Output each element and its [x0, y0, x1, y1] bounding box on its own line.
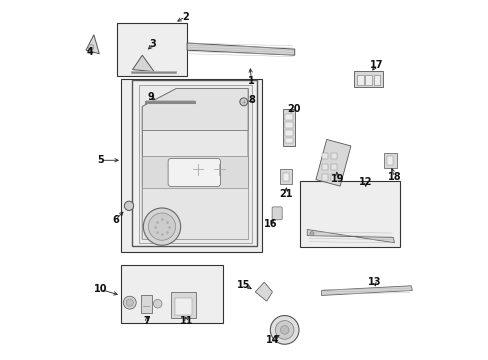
FancyBboxPatch shape	[171, 292, 196, 318]
FancyBboxPatch shape	[373, 75, 379, 85]
FancyBboxPatch shape	[330, 174, 336, 181]
Polygon shape	[306, 229, 394, 243]
FancyBboxPatch shape	[117, 23, 187, 76]
FancyBboxPatch shape	[121, 265, 223, 323]
Text: 10: 10	[93, 284, 107, 294]
Polygon shape	[142, 156, 247, 188]
Text: 16: 16	[263, 219, 277, 229]
FancyBboxPatch shape	[285, 114, 293, 120]
Text: 1: 1	[248, 76, 255, 86]
FancyBboxPatch shape	[283, 109, 295, 145]
Circle shape	[309, 231, 313, 236]
Circle shape	[124, 201, 133, 211]
Text: 4: 4	[86, 46, 93, 57]
Text: 12: 12	[358, 177, 372, 187]
Circle shape	[153, 300, 162, 308]
Text: 2: 2	[182, 12, 188, 22]
Polygon shape	[142, 89, 247, 239]
FancyBboxPatch shape	[285, 130, 293, 135]
Text: 7: 7	[143, 316, 150, 325]
Polygon shape	[86, 35, 99, 54]
Polygon shape	[131, 80, 257, 246]
Text: 20: 20	[286, 104, 300, 114]
Text: 5: 5	[97, 155, 103, 165]
FancyBboxPatch shape	[168, 158, 220, 186]
Text: 14: 14	[265, 334, 279, 345]
FancyBboxPatch shape	[174, 298, 191, 315]
Text: 8: 8	[248, 95, 255, 105]
Polygon shape	[315, 139, 350, 186]
FancyBboxPatch shape	[321, 163, 328, 170]
FancyBboxPatch shape	[321, 153, 328, 159]
FancyBboxPatch shape	[121, 79, 262, 252]
Circle shape	[123, 296, 136, 309]
Text: 15: 15	[237, 280, 250, 290]
Circle shape	[280, 325, 288, 334]
Circle shape	[239, 98, 247, 106]
Polygon shape	[142, 188, 247, 239]
Text: 13: 13	[367, 277, 380, 287]
Text: 19: 19	[330, 174, 344, 184]
Text: 11: 11	[179, 316, 193, 325]
FancyBboxPatch shape	[353, 71, 382, 87]
FancyBboxPatch shape	[282, 173, 288, 181]
FancyBboxPatch shape	[356, 75, 363, 85]
Text: 17: 17	[369, 59, 383, 69]
FancyBboxPatch shape	[365, 75, 371, 85]
Circle shape	[148, 213, 175, 240]
Circle shape	[88, 44, 94, 50]
FancyBboxPatch shape	[140, 295, 152, 313]
Polygon shape	[132, 55, 154, 72]
Text: 6: 6	[112, 215, 119, 225]
Polygon shape	[142, 89, 247, 131]
FancyBboxPatch shape	[330, 163, 336, 170]
Text: 18: 18	[387, 172, 400, 182]
Circle shape	[126, 299, 133, 306]
FancyBboxPatch shape	[386, 156, 392, 165]
Polygon shape	[139, 85, 251, 243]
FancyBboxPatch shape	[285, 138, 293, 143]
Circle shape	[270, 316, 298, 344]
FancyBboxPatch shape	[321, 174, 328, 181]
Circle shape	[143, 208, 180, 245]
FancyBboxPatch shape	[300, 181, 399, 247]
FancyBboxPatch shape	[285, 122, 293, 128]
Polygon shape	[321, 286, 411, 296]
FancyBboxPatch shape	[280, 169, 291, 184]
Text: 3: 3	[149, 40, 156, 49]
Polygon shape	[187, 43, 294, 55]
Circle shape	[275, 320, 293, 339]
Text: 21: 21	[279, 189, 292, 199]
Polygon shape	[255, 282, 272, 301]
FancyBboxPatch shape	[271, 207, 282, 220]
FancyBboxPatch shape	[330, 153, 336, 159]
FancyBboxPatch shape	[384, 153, 396, 168]
Text: 9: 9	[147, 92, 154, 102]
